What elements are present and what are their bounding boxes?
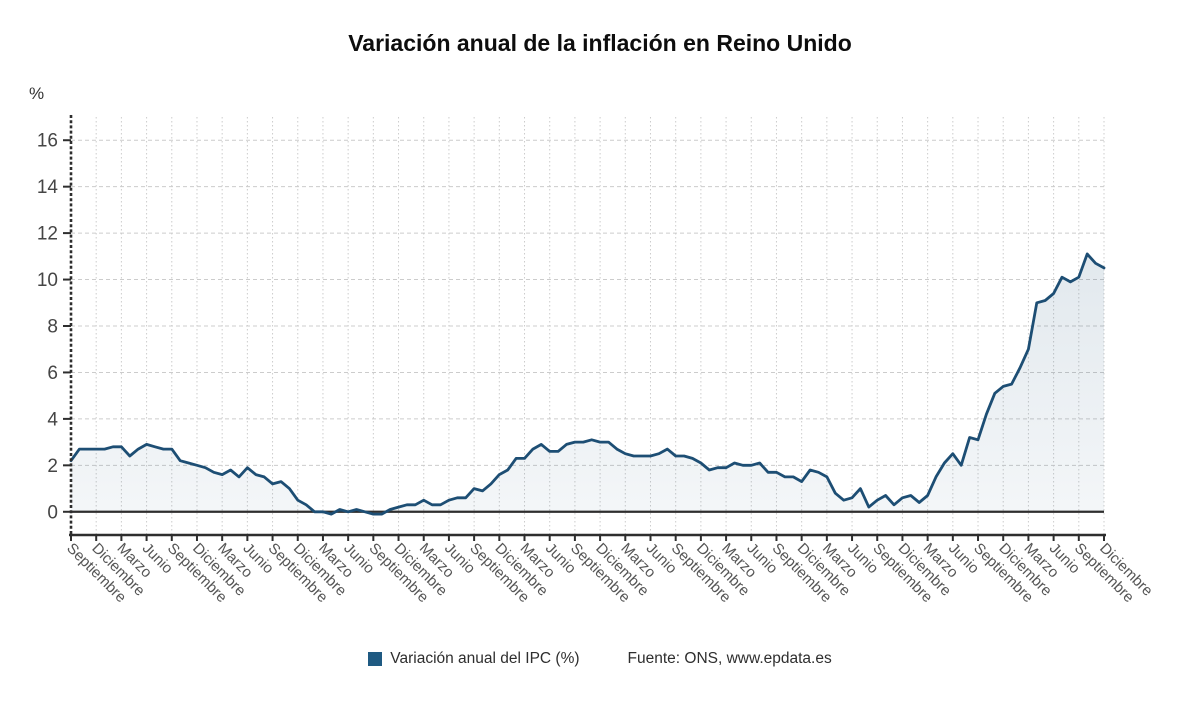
svg-text:0: 0 xyxy=(47,502,58,523)
y-tick-labels: 0 2 4 6 8 10 12 14 16 xyxy=(37,131,59,524)
legend-item-ipc: Variación anual del IPC (%) xyxy=(368,650,580,668)
y-axis-ticks xyxy=(63,139,71,513)
source-text: Fuente: ONS, www.epdata.es xyxy=(627,650,832,667)
y-axis-unit-label: % xyxy=(29,84,45,103)
inflation-area-fill xyxy=(71,254,1104,515)
legend-swatch-icon xyxy=(368,652,383,666)
x-axis-ticks xyxy=(70,535,1105,541)
legend-series-label: Variación anual del IPC (%) xyxy=(390,650,580,667)
horizontal-gridlines xyxy=(71,139,1104,466)
svg-text:16: 16 xyxy=(37,131,58,152)
svg-text:2: 2 xyxy=(47,456,58,477)
svg-text:12: 12 xyxy=(37,224,58,245)
svg-text:10: 10 xyxy=(37,270,58,291)
legend: Variación anual del IPC (%) Fuente: ONS,… xyxy=(0,650,1200,668)
svg-text:8: 8 xyxy=(47,317,58,338)
svg-text:6: 6 xyxy=(47,363,58,384)
x-tick-labels: SeptiembreDiciembreMarzoJunioSeptiembreD… xyxy=(63,540,1156,606)
inflation-line xyxy=(69,252,1106,516)
svg-text:4: 4 xyxy=(47,409,58,430)
chart-title: Variación anual de la inflación en Reino… xyxy=(348,30,852,56)
svg-text:14: 14 xyxy=(37,177,59,198)
